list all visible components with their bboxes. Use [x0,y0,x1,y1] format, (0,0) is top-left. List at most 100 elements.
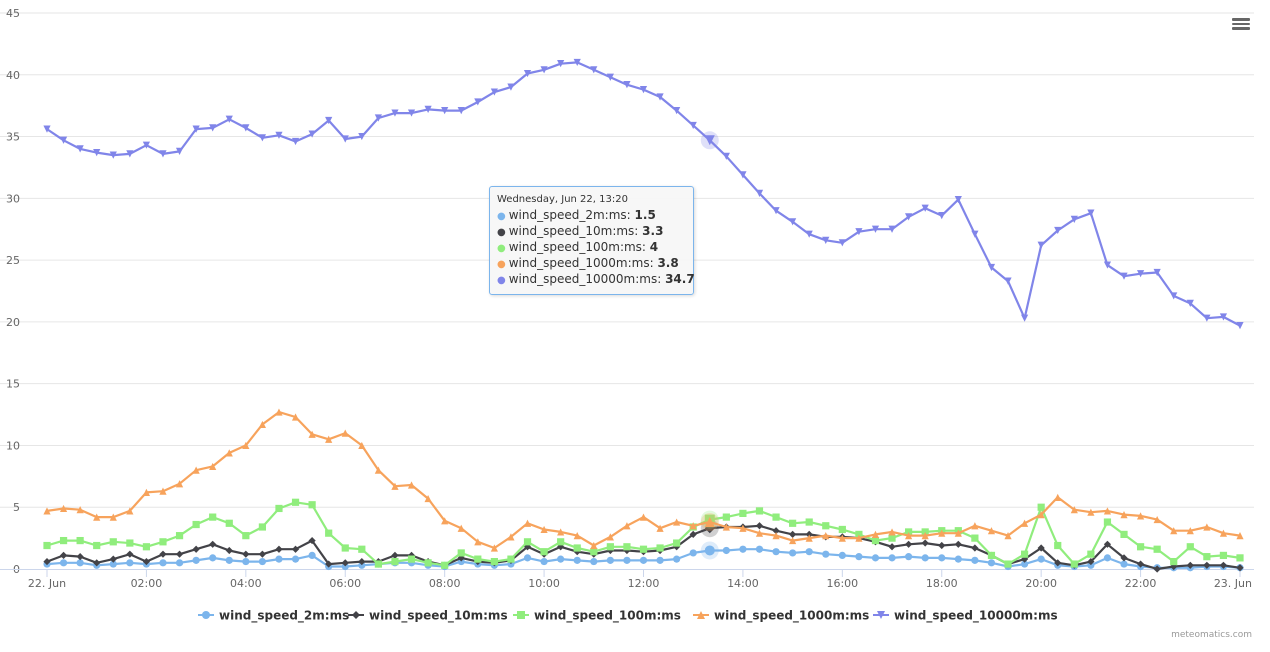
data-point [1103,261,1112,269]
data-point [258,523,267,531]
x-tick-label: 22:00 [1125,577,1157,590]
data-point [1236,532,1244,540]
data-point [971,556,979,564]
data-point [573,532,581,540]
legend-item[interactable]: wind_speed_10000m:ms [873,609,1058,624]
data-point [424,494,432,503]
data-point [291,413,300,421]
data-point [308,551,316,560]
legend-label: wind_speed_10000m:ms [894,609,1058,624]
data-point [1136,512,1145,520]
data-point [192,466,200,474]
tooltip-label: wind_speed_10m:ms: [508,224,643,238]
credit-link[interactable]: meteomatics.com [1171,630,1252,640]
data-point [987,559,996,567]
data-point [93,149,101,157]
data-point [888,534,896,542]
data-point [590,66,598,74]
data-point [805,530,813,539]
data-point [871,536,880,545]
legend-marker-icon [517,611,525,619]
data-point [789,530,797,539]
data-point [391,109,399,117]
data-point [606,73,614,81]
tooltip-header: Wednesday, Jun 22, 13:20 [497,194,628,205]
data-point [987,527,996,535]
data-point [888,225,896,233]
data-point [838,525,846,534]
data-point [822,236,830,244]
tooltip-label: wind_speed_100m:ms: [508,240,650,254]
data-point [921,204,929,212]
data-point [159,150,167,158]
data-point [159,550,167,558]
y-tick-label: 45 [6,7,20,20]
data-point [93,559,101,567]
x-tick-label: 10:00 [528,577,560,590]
data-point [772,548,780,556]
data-point [1037,555,1045,563]
data-point [175,532,184,540]
tooltip-label: wind_speed_10000m:ms: [508,272,666,286]
data-point [987,263,996,272]
legend-item[interactable]: wind_speed_100m:ms [513,609,681,624]
legend-item[interactable]: wind_speed_1000m:ms [693,609,869,624]
legend-item[interactable]: wind_speed_2m:ms [198,609,349,624]
data-point [1004,560,1012,568]
data-point [424,105,432,113]
data-point [1054,226,1062,235]
data-point [341,135,349,143]
data-point [523,543,532,551]
x-tick-label: 08:00 [429,577,461,590]
tooltip-label: wind_speed_1000m:ms: [508,256,658,270]
data-point [739,524,747,532]
y-tick-label: 15 [6,378,20,391]
data-point [888,554,896,562]
data-point [175,480,184,488]
data-point [76,145,84,153]
data-point [142,557,151,566]
data-point [275,555,283,563]
data-point [1087,209,1095,217]
data-point [59,559,68,567]
data-point [358,545,366,553]
y-tick-label: 40 [6,69,20,82]
data-point [341,429,349,437]
tooltip-label: wind_speed_2m:ms: [508,208,635,222]
data-point [1136,543,1145,551]
data-point [971,522,979,530]
series-dot-icon: ● [497,259,506,270]
hamburger-menu-icon[interactable] [1231,16,1251,32]
y-tick-label: 35 [6,131,20,144]
x-tick-label: 18:00 [926,577,958,590]
data-point [689,121,697,130]
data-point [822,550,830,558]
data-point [789,218,797,226]
data-point [623,543,631,551]
data-point [739,171,747,179]
data-point [474,538,482,546]
data-point [921,528,929,536]
data-point [325,529,333,537]
data-point [76,559,84,567]
data-point [1004,277,1012,285]
data-point [291,545,300,553]
data-point [126,539,134,547]
data-point [109,560,117,568]
legend-item[interactable]: wind_speed_10m:ms [348,609,508,624]
x-tick-label: 16:00 [826,577,858,590]
data-point [888,543,896,551]
data-point [374,560,382,568]
data-point [192,545,200,553]
data-point [673,107,681,115]
data-point [308,536,316,545]
data-point [623,556,631,564]
data-point [755,529,764,537]
x-tick-label: 04:00 [230,577,262,590]
data-point [704,517,715,528]
data-point [921,532,929,540]
data-point [656,93,664,101]
data-point [1170,292,1178,300]
data-point [391,551,399,560]
data-point [1120,511,1128,519]
